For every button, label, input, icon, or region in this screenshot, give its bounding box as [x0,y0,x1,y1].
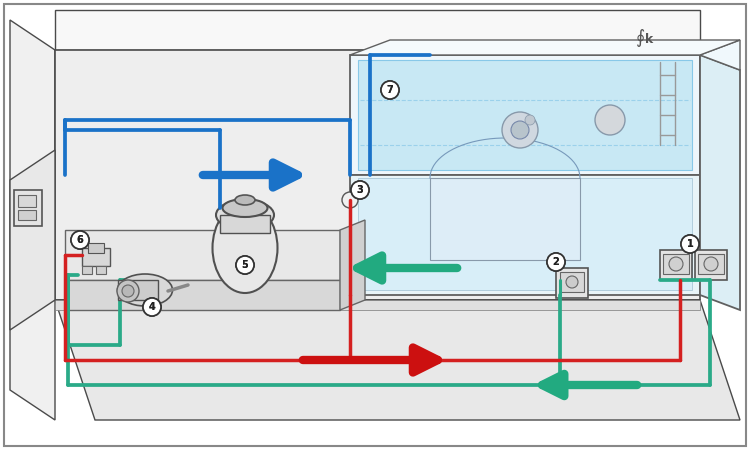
Ellipse shape [704,257,718,271]
Bar [695,250,727,280]
Text: 7: 7 [387,85,393,95]
Ellipse shape [223,199,268,217]
Text: 3: 3 [357,185,363,195]
Text: 3: 3 [357,185,363,195]
Circle shape [71,231,89,249]
Circle shape [351,181,369,199]
Bar [14,190,42,226]
Polygon shape [350,55,700,175]
Text: 2: 2 [553,257,560,267]
Ellipse shape [117,280,139,302]
Circle shape [236,256,254,274]
Text: 5: 5 [242,260,248,270]
Ellipse shape [669,257,683,271]
Polygon shape [55,50,700,300]
Polygon shape [350,175,700,295]
Circle shape [381,81,399,99]
Bar [18,210,36,220]
Bar [96,266,106,274]
Ellipse shape [235,195,255,205]
Circle shape [511,121,529,139]
Polygon shape [340,220,365,310]
Circle shape [236,256,254,274]
Bar [698,254,724,274]
Ellipse shape [118,274,172,306]
Circle shape [566,276,578,288]
Text: 4: 4 [148,302,155,312]
Polygon shape [358,178,692,290]
Text: 6: 6 [76,235,83,245]
Bar [82,248,110,266]
Bar [88,243,104,253]
Text: 4: 4 [148,302,155,312]
Bar [82,266,92,274]
Circle shape [547,253,565,271]
Polygon shape [65,230,340,280]
Circle shape [143,298,161,316]
Ellipse shape [122,285,134,297]
Text: 1: 1 [687,239,693,249]
Text: 5: 5 [242,260,248,270]
Circle shape [502,112,538,148]
Text: 6: 6 [76,235,83,245]
Bar [660,250,692,280]
Circle shape [342,192,358,208]
Polygon shape [55,300,740,420]
Polygon shape [10,150,55,330]
Polygon shape [55,300,700,310]
Circle shape [143,298,161,316]
Bar [560,272,584,292]
Polygon shape [430,178,580,260]
Circle shape [381,81,399,99]
Bar [118,280,158,300]
Bar [663,254,689,274]
Polygon shape [55,10,700,50]
Text: 7: 7 [387,85,393,95]
Polygon shape [65,280,340,310]
Text: $\oint\mathbf{k}$: $\oint\mathbf{k}$ [635,27,655,49]
Text: 1: 1 [687,239,693,249]
Ellipse shape [212,203,278,293]
Circle shape [71,231,89,249]
Circle shape [525,115,535,125]
Polygon shape [350,40,740,55]
Bar [556,268,588,298]
Circle shape [595,105,625,135]
Circle shape [351,181,369,199]
Bar [18,195,36,207]
Circle shape [681,235,699,253]
Polygon shape [358,60,692,170]
Circle shape [681,235,699,253]
Circle shape [547,253,565,271]
Ellipse shape [216,200,274,230]
Polygon shape [700,40,740,70]
Bar [220,215,270,233]
Polygon shape [10,20,55,420]
Polygon shape [700,55,740,310]
Text: 2: 2 [553,257,560,267]
